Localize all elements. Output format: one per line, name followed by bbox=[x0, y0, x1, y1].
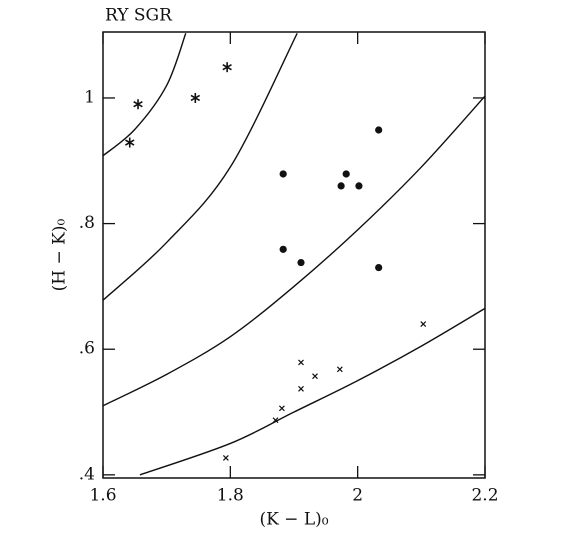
model-curve bbox=[139, 307, 485, 476]
asterisk-stroke bbox=[222, 63, 232, 71]
plot-frame bbox=[102, 31, 486, 479]
cross-point bbox=[312, 373, 318, 380]
y-tick-label: 1 bbox=[84, 87, 95, 107]
asterisk-point bbox=[133, 99, 143, 110]
cross-point bbox=[278, 405, 285, 412]
asterisk-stroke bbox=[190, 94, 201, 102]
cross-point bbox=[298, 385, 304, 392]
dot-point bbox=[337, 182, 345, 190]
dot-point bbox=[355, 182, 363, 190]
dot-point bbox=[279, 245, 287, 253]
asterisk-point bbox=[190, 92, 201, 103]
y-tick-label: .6 bbox=[79, 339, 95, 359]
cross-point bbox=[420, 321, 427, 328]
dot-point bbox=[279, 170, 287, 178]
dot-point bbox=[342, 170, 350, 178]
y-tick-label: .4 bbox=[79, 464, 95, 484]
dot-point bbox=[375, 263, 383, 272]
dot-point bbox=[297, 258, 305, 267]
x-tick-label: 2 bbox=[352, 486, 363, 506]
y-tick-label: .8 bbox=[79, 213, 95, 233]
x-tick-label: 1.6 bbox=[89, 486, 116, 506]
chart-title: RY SGR bbox=[105, 6, 173, 26]
asterisk-stroke bbox=[133, 101, 143, 108]
asterisk-point bbox=[125, 137, 135, 148]
model-curve bbox=[103, 95, 485, 407]
cross-point bbox=[298, 359, 304, 366]
model-curve bbox=[103, 32, 298, 301]
x-axis-label: (K − L)₀ bbox=[259, 510, 328, 530]
asterisk-stroke bbox=[125, 139, 135, 146]
y-axis-label: (H − K)₀ bbox=[50, 218, 70, 291]
asterisk-point bbox=[222, 62, 232, 73]
x-tick-label: 2.2 bbox=[471, 486, 498, 506]
dot-point bbox=[375, 126, 383, 134]
cross-point bbox=[336, 366, 343, 373]
cross-point bbox=[222, 454, 229, 461]
x-tick-label: 1.8 bbox=[217, 486, 244, 506]
model-curve bbox=[103, 33, 187, 157]
